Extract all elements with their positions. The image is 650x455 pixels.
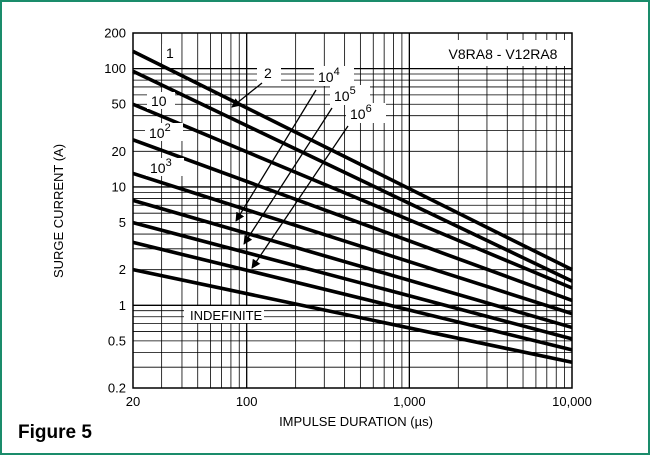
y-tick-label: 2: [119, 262, 126, 277]
figure-caption: Figure 5: [18, 422, 92, 443]
x-tick-label: 1,000: [393, 394, 426, 409]
curve-label: 102: [149, 122, 171, 141]
model-label: V8RA8 - V12RA8: [449, 46, 558, 62]
label-arrow: [251, 125, 349, 269]
y-tick-label: 1: [119, 298, 126, 313]
curve-line: [132, 240, 573, 352]
y-tick-label: 0.2: [108, 381, 126, 396]
label-background: [330, 85, 370, 105]
curve-label: 10: [151, 93, 167, 109]
x-axis-label: IMPULSE DURATION (µs): [279, 414, 433, 429]
curve-line: [132, 267, 573, 365]
curve-line: [132, 198, 573, 330]
label-background: [184, 306, 264, 323]
curve-label: 103: [150, 157, 172, 176]
label-background: [145, 123, 183, 141]
plot-frame: [132, 32, 573, 389]
y-tick-label: 200: [104, 26, 126, 41]
y-tick-label: 50: [112, 97, 126, 112]
label-arrow: [231, 82, 263, 108]
label-background: [257, 65, 281, 81]
label-background: [146, 158, 184, 176]
y-tick-label: 10: [112, 179, 126, 194]
curve-line: [132, 171, 573, 316]
curve-label: 2: [264, 65, 272, 81]
label-background: [162, 44, 180, 62]
curve-line: [132, 138, 573, 303]
y-tick-label: 100: [104, 61, 126, 76]
y-tick-label: 20: [112, 144, 126, 159]
curve-label: 105: [334, 85, 356, 104]
tick-labels: 0.2 0.5 1 2 5 10 20 50 100 200 20 100 1,000 10,000: [104, 26, 592, 410]
curves: [132, 49, 573, 365]
curve-line: [132, 220, 573, 341]
x-tick-label: 10,000: [552, 394, 592, 409]
model-label-box: V8RA8 - V12RA8: [437, 40, 569, 66]
curve-label: 106: [350, 103, 372, 122]
curve-label: INDEFINITE: [190, 308, 263, 323]
y-tick-label: 5: [119, 215, 126, 230]
curve-line: [132, 69, 573, 283]
label-background: [346, 103, 386, 123]
label-arrow: [235, 89, 317, 222]
label-background: [147, 92, 175, 109]
curve-line: [132, 49, 573, 272]
label-background: [314, 66, 354, 86]
curve-label: 104: [318, 66, 340, 85]
label-arrow: [243, 107, 333, 245]
curve-label: 1: [166, 45, 174, 61]
curve-line: [132, 102, 573, 290]
x-tick-label: 100: [236, 394, 258, 409]
y-tick-label: 0.5: [108, 333, 126, 348]
y-axis-label: SURGE CURRENT (A): [51, 144, 66, 278]
x-tick-label: 20: [126, 394, 140, 409]
